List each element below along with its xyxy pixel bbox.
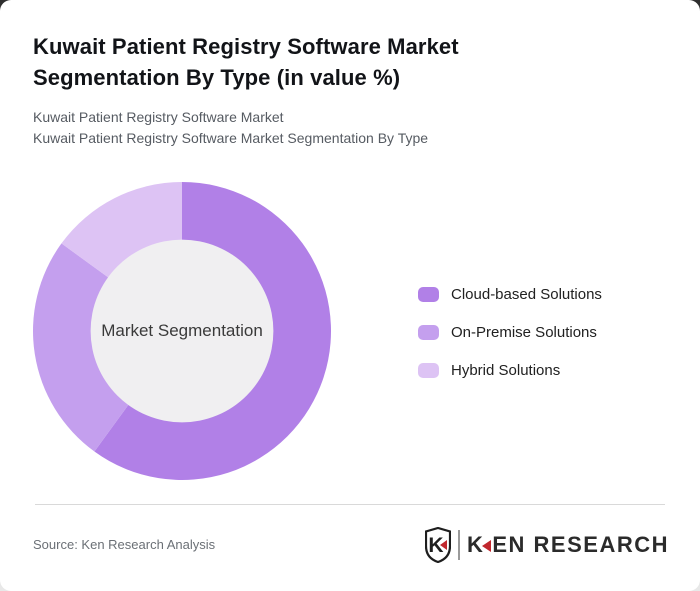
logo-red-triangle-icon: [482, 540, 492, 552]
legend-swatch-icon: [418, 325, 439, 340]
ken-research-logo: K K EN RESEARCH: [424, 526, 669, 564]
logo-wordmark: K EN RESEARCH: [467, 532, 669, 558]
legend-item-hybrid-solutions: Hybrid Solutions: [418, 362, 602, 379]
legend-swatch-icon: [418, 287, 439, 302]
donut-chart-svg: [33, 182, 331, 480]
page-title: Kuwait Patient Registry Software Market …: [33, 34, 459, 90]
donut-inner-circle: [90, 239, 274, 423]
shield-letter: K: [428, 534, 443, 557]
legend-label: Hybrid Solutions: [451, 362, 561, 379]
logo-letter-k: K: [466, 532, 485, 557]
subtitle-line-1: Kuwait Patient Registry Software Market: [33, 109, 284, 125]
footer-divider: [35, 504, 665, 505]
legend-item-on-premise-solutions: On-Premise Solutions: [418, 324, 602, 341]
legend-swatch-icon: [418, 363, 439, 378]
logo-divider-bar: [457, 530, 460, 560]
logo-wordmark-rest: EN RESEARCH: [492, 532, 669, 557]
subtitle-block: Kuwait Patient Registry Software Market …: [33, 107, 428, 149]
legend-label: On-Premise Solutions: [451, 324, 597, 341]
legend-label: Cloud-based Solutions: [451, 286, 602, 303]
chart-legend: Cloud-based Solutions On-Premise Solutio…: [418, 286, 602, 401]
donut-chart: Market Segmentation: [33, 182, 331, 480]
ken-research-shield-icon: K: [424, 527, 451, 563]
subtitle-line-2: Kuwait Patient Registry Software Market …: [33, 130, 429, 146]
shield-red-triangle: [439, 540, 447, 550]
legend-item-cloud-based-solutions: Cloud-based Solutions: [418, 286, 602, 303]
source-note: Source: Ken Research Analysis: [33, 537, 216, 552]
